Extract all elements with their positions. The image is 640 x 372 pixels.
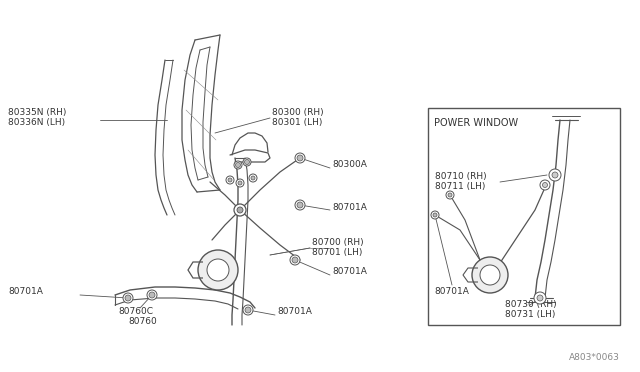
Circle shape [237,207,243,213]
Circle shape [448,193,452,197]
Text: 80301 (LH): 80301 (LH) [272,118,323,126]
Circle shape [234,161,242,169]
Text: POWER WINDOW: POWER WINDOW [434,118,518,128]
Circle shape [290,255,300,265]
Text: 80760C: 80760C [118,308,153,317]
Circle shape [537,295,543,301]
Circle shape [244,160,250,164]
Circle shape [123,293,133,303]
Circle shape [552,172,558,178]
Text: 80335N (RH): 80335N (RH) [8,108,67,116]
Circle shape [147,290,157,300]
Circle shape [238,181,242,185]
Text: 80336N (LH): 80336N (LH) [8,118,65,126]
Circle shape [297,202,303,208]
Circle shape [297,155,303,161]
Text: 80701 (LH): 80701 (LH) [312,247,362,257]
Circle shape [198,250,238,290]
Circle shape [543,183,547,187]
Text: 80731 (LH): 80731 (LH) [505,311,556,320]
Circle shape [433,213,437,217]
Circle shape [549,169,561,181]
Text: 80300 (RH): 80300 (RH) [272,108,324,116]
Text: 80701A: 80701A [332,202,367,212]
Text: 80701A: 80701A [434,288,469,296]
Text: 80710 (RH): 80710 (RH) [435,171,486,180]
Circle shape [228,178,232,182]
Text: 80701A: 80701A [332,267,367,276]
Text: 80701A: 80701A [277,308,312,317]
Text: A803*0063: A803*0063 [569,353,620,362]
Circle shape [207,259,229,281]
Circle shape [540,180,550,190]
Circle shape [125,295,131,301]
Circle shape [251,176,255,180]
Text: 80760: 80760 [128,317,157,327]
Text: 80300A: 80300A [332,160,367,169]
Circle shape [472,257,508,293]
Circle shape [249,174,257,182]
Circle shape [534,292,546,304]
Circle shape [295,200,305,210]
Circle shape [480,265,500,285]
Circle shape [236,163,241,167]
Circle shape [149,292,155,298]
Circle shape [295,153,305,163]
Text: 80730 (RH): 80730 (RH) [505,301,557,310]
Text: 80711 (LH): 80711 (LH) [435,182,485,190]
Bar [428,108,620,325]
Circle shape [236,179,244,187]
Circle shape [243,305,253,315]
Circle shape [243,158,251,166]
Circle shape [234,204,246,216]
Circle shape [226,176,234,184]
Text: 80700 (RH): 80700 (RH) [312,237,364,247]
Circle shape [245,307,251,313]
Circle shape [292,257,298,263]
Circle shape [446,191,454,199]
Text: 80701A: 80701A [8,288,43,296]
Circle shape [431,211,439,219]
